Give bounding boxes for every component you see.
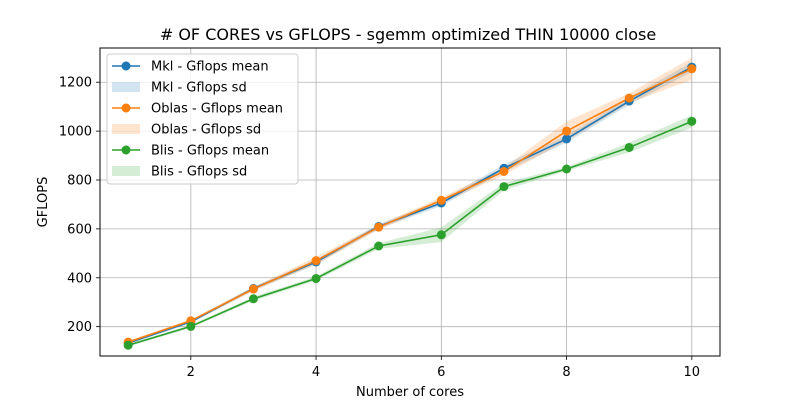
data-point <box>499 166 509 176</box>
data-point <box>374 222 384 232</box>
legend-band-swatch <box>112 166 140 176</box>
legend-marker <box>121 145 131 155</box>
y-tick-label: 600 <box>67 222 92 237</box>
series-points <box>123 62 697 350</box>
data-point <box>624 142 634 152</box>
series-line-1 <box>127 68 693 343</box>
x-tick-label: 8 <box>562 365 570 380</box>
data-point <box>562 164 572 174</box>
data-point <box>562 134 572 144</box>
data-point <box>248 284 258 294</box>
data-point <box>311 274 321 284</box>
legend-box <box>106 53 299 185</box>
data-point <box>186 321 196 331</box>
data-point <box>436 230 446 240</box>
legend-label-sd: Oblas - Gflops sd <box>151 123 261 138</box>
x-tick-label: 4 <box>312 365 320 380</box>
legend-marker <box>121 103 131 113</box>
x-tick-label: 6 <box>437 365 445 380</box>
legend: Mkl - Gflops mean Mkl - Gflops sd Oblas - … <box>106 53 299 185</box>
y-tick-label: 1200 <box>59 76 92 91</box>
x-axis-ticks: 2 4 6 8 10 <box>187 356 700 380</box>
chart-title: # OF CORES vs GFLOPS - sgemm optimized T… <box>160 25 656 44</box>
data-point <box>123 340 133 350</box>
legend-label-mean: Blis - Gflops mean <box>151 144 269 159</box>
y-tick-label: 1000 <box>59 125 92 140</box>
data-point <box>436 195 446 205</box>
legend-label-sd: Blis - Gflops sd <box>151 165 247 180</box>
y-tick-label: 400 <box>67 271 92 286</box>
y-axis-label: GFLOPS <box>36 177 51 228</box>
plot-frame <box>99 47 721 357</box>
data-point <box>499 182 509 192</box>
data-point <box>248 294 258 304</box>
legend-label-mean: Oblas - Gflops mean <box>151 102 283 117</box>
x-tick-label: 2 <box>187 365 195 380</box>
data-point <box>374 241 384 251</box>
y-tick-label: 800 <box>67 174 92 189</box>
y-tick-label: 200 <box>67 320 92 335</box>
legend-marker <box>121 61 131 71</box>
y-axis-ticks: 200 400 600 800 1000 1200 <box>59 76 100 335</box>
data-point <box>687 64 697 74</box>
x-tick-label: 10 <box>684 365 701 380</box>
series-line-2 <box>127 120 693 347</box>
data-point <box>562 126 572 136</box>
data-point <box>624 93 634 103</box>
data-point <box>687 116 697 126</box>
legend-band-swatch <box>112 82 140 92</box>
series-lines <box>127 66 693 347</box>
legend-label-sd: Mkl - Gflops sd <box>151 81 247 96</box>
legend-label-mean: Mkl - Gflops mean <box>151 60 269 75</box>
data-point <box>311 256 321 266</box>
legend-band-swatch <box>112 124 140 134</box>
x-axis-label: Number of cores <box>356 385 464 400</box>
